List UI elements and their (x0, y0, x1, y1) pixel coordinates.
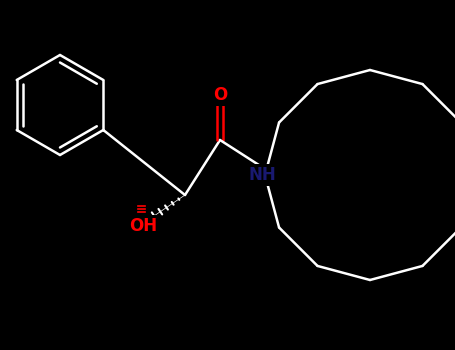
Text: O: O (213, 86, 227, 104)
Text: NH: NH (248, 166, 276, 184)
Text: OH: OH (129, 217, 157, 235)
